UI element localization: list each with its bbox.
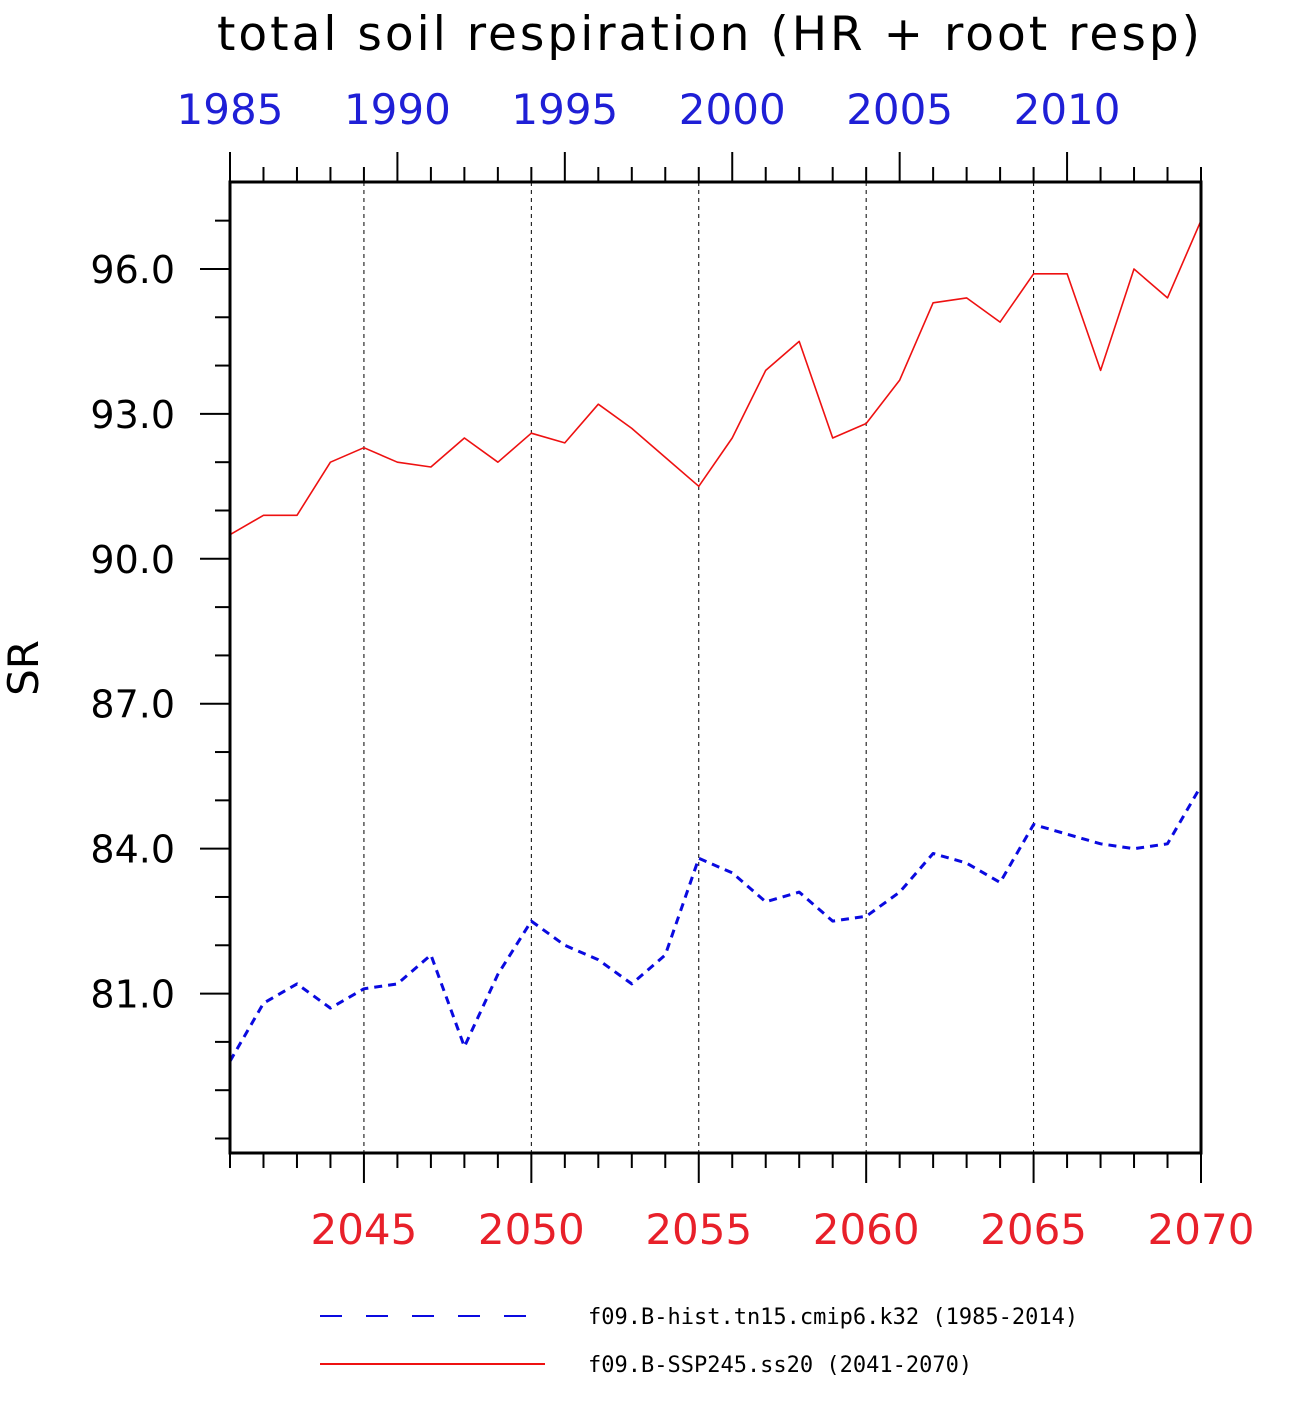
top-x-label-2000: 2000 <box>679 85 786 134</box>
series-lines <box>228 220 1203 1062</box>
bottom-x-label-2070: 2070 <box>1148 1205 1255 1254</box>
top-x-label-1995: 1995 <box>511 85 618 134</box>
legend-label-ssp: f09.B-SSP245.ss20 (2041-2070) <box>588 1353 972 1378</box>
y-axis-label: SR <box>0 640 48 696</box>
top-x-label-1985: 1985 <box>177 85 284 134</box>
axis-ticks <box>200 152 1202 1183</box>
legend-label-hist: f09.B-hist.tn15.cmip6.k32 (1985-2014) <box>588 1305 1078 1330</box>
bottom-x-label-2060: 2060 <box>813 1205 920 1254</box>
top-x-label-1990: 1990 <box>344 85 451 134</box>
y-tick-label-96: 96.0 <box>90 248 175 292</box>
bottom-x-label-2045: 2045 <box>310 1205 417 1254</box>
series-line-hist <box>228 785 1203 1062</box>
bottom-x-label-2065: 2065 <box>980 1205 1087 1254</box>
top-x-label-2005: 2005 <box>846 85 953 134</box>
top-x-tick-labels: 1985 1990 1995 2000 2005 2010 <box>177 85 1121 134</box>
y-tick-label-93: 93.0 <box>90 393 175 437</box>
chart-title: total soil respiration (HR + root resp) <box>217 7 1203 62</box>
series-line-ssp <box>229 220 1202 536</box>
top-x-label-2010: 2010 <box>1014 85 1121 134</box>
bottom-x-tick-labels: 2045 2050 2055 2060 2065 2070 <box>310 1205 1254 1254</box>
bottom-x-label-2050: 2050 <box>478 1205 585 1254</box>
y-tick-label-81: 81.0 <box>90 973 175 1017</box>
legend: f09.B-hist.tn15.cmip6.k32 (1985-2014) f0… <box>320 1305 1078 1378</box>
y-tick-label-90: 90.0 <box>90 538 175 582</box>
y-tick-labels: 81.0 84.0 87.0 90.0 93.0 96.0 <box>90 248 175 1017</box>
grid-lines <box>363 182 1035 1153</box>
bottom-x-label-2055: 2055 <box>645 1205 752 1254</box>
y-tick-label-84: 84.0 <box>90 828 175 872</box>
y-tick-label-87: 87.0 <box>90 683 175 727</box>
plot-frame <box>228 180 1203 1155</box>
